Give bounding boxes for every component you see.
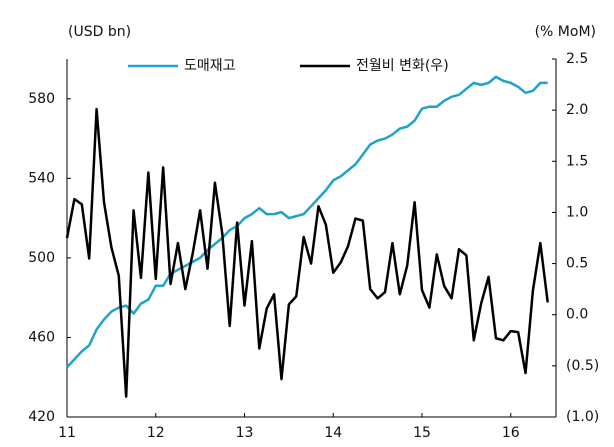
y2-tick-label: 0.0 bbox=[566, 307, 588, 323]
y2-axis-label: (% MoM) bbox=[535, 24, 596, 40]
legend-label: 도매재고 bbox=[184, 58, 236, 74]
x-tick-label: 15 bbox=[413, 425, 431, 441]
x-tick-label: 13 bbox=[236, 425, 254, 441]
y-tick-label: 580 bbox=[28, 91, 55, 107]
y-tick-label: 500 bbox=[28, 250, 55, 266]
legend-label: 전월비 변화(우) bbox=[356, 58, 449, 74]
y2-tick-label: 1.0 bbox=[566, 204, 588, 220]
y-tick-label: 460 bbox=[28, 329, 55, 345]
series-line bbox=[65, 107, 549, 398]
x-tick-label: 14 bbox=[324, 425, 342, 441]
y2-tick-label: (0.5) bbox=[566, 358, 599, 374]
y-axis-label: (USD bn) bbox=[68, 24, 131, 40]
y2-tick-label: 1.5 bbox=[566, 153, 588, 169]
y2-tick-label: 2.0 bbox=[566, 102, 588, 118]
y2-tick-label: (1.0) bbox=[566, 409, 599, 425]
y-tick-label: 420 bbox=[28, 409, 55, 425]
y2-tick-label: 0.5 bbox=[566, 256, 588, 272]
x-tick-label: 16 bbox=[502, 425, 520, 441]
y-tick-label: 540 bbox=[28, 170, 55, 186]
x-tick-label: 12 bbox=[147, 425, 165, 441]
y2-tick-label: 2.5 bbox=[566, 51, 588, 67]
x-tick-label: 11 bbox=[58, 425, 76, 441]
series-line bbox=[66, 75, 548, 369]
